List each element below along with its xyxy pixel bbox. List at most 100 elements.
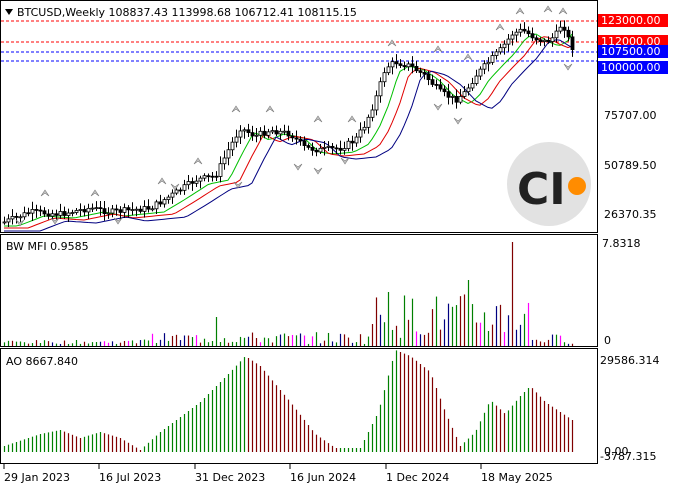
candle-body <box>162 199 167 205</box>
fractal-up-marker <box>463 53 473 61</box>
level-tag-text: 112000.00 <box>601 35 661 48</box>
price-panel-frame <box>0 0 598 233</box>
candle-body <box>142 206 147 212</box>
candle-body <box>290 135 295 139</box>
level-tag-text: 107500.00 <box>601 45 661 58</box>
fractal-down-marker <box>433 103 443 111</box>
price-axis-label: 26370.35 <box>604 208 657 221</box>
fractal-up-marker <box>231 105 241 113</box>
candle-body <box>50 213 55 217</box>
candle-body <box>158 201 163 205</box>
time-label: 18 May 2025 <box>481 471 553 484</box>
candle-body <box>442 88 447 93</box>
candle-body <box>566 29 571 38</box>
fractal-down-marker <box>50 217 60 225</box>
candle-body <box>478 68 483 77</box>
fractal-up-marker <box>40 189 50 197</box>
candle-body <box>226 149 231 159</box>
candle-body <box>22 212 27 218</box>
mfi-panel-frame <box>0 234 598 347</box>
price-candles <box>2 20 575 227</box>
candle-body <box>54 213 59 216</box>
candle-body <box>74 210 79 213</box>
candle-body <box>438 84 443 90</box>
candle-body <box>326 145 331 148</box>
candle-body <box>510 34 515 40</box>
candle-body <box>250 132 255 137</box>
mfi-title: BW MFI 0.9585 <box>6 240 89 253</box>
candle-body <box>546 39 551 42</box>
candle-body <box>502 43 507 49</box>
candle-body <box>126 207 131 211</box>
candle-body <box>506 38 511 45</box>
fractal-up-marker <box>265 105 275 113</box>
candle-body <box>14 215 19 218</box>
candle-body <box>358 129 363 138</box>
time-label: 1 Dec 2024 <box>386 471 449 484</box>
fractal-down-marker <box>563 63 573 71</box>
candle-body <box>174 189 179 194</box>
candle-body <box>362 126 367 131</box>
time-label: 29 Jan 2023 <box>4 471 70 484</box>
candle-body <box>554 30 559 39</box>
candle-body <box>90 207 95 210</box>
candle-body <box>298 138 303 142</box>
candle-body <box>314 149 319 153</box>
candle-body <box>38 209 43 212</box>
candle-body <box>110 208 115 214</box>
candle-body <box>482 63 487 70</box>
candle-body <box>550 37 555 42</box>
candle-body <box>78 209 83 211</box>
candle-body <box>462 91 467 97</box>
fractal-up-marker <box>558 7 568 15</box>
logo-text: CI <box>517 164 566 215</box>
candle-body <box>102 208 107 215</box>
ci-logo: CI <box>507 142 591 226</box>
candle-body <box>214 175 219 178</box>
level-tag-text: 123000.00 <box>601 14 661 27</box>
candle-body <box>446 91 451 98</box>
candle-body <box>18 216 23 219</box>
fractal-up-marker <box>543 5 553 13</box>
candle-body <box>378 81 383 97</box>
ao-panel-frame <box>0 348 598 464</box>
level-tag-text: 100000.00 <box>601 61 661 74</box>
candle-body <box>538 39 543 42</box>
level-tag-112000[interactable]: 112000.00 <box>598 35 668 48</box>
dropdown-triangle-icon[interactable] <box>5 9 13 15</box>
candle-body <box>454 96 459 103</box>
logo-dot <box>568 177 586 195</box>
candle-body <box>2 221 7 224</box>
fractal-up-marker <box>433 45 443 53</box>
candle-body <box>382 72 387 83</box>
level-tag-107500[interactable]: 107500.00 <box>598 45 668 58</box>
level-tag-123000[interactable]: 123000.00 <box>598 14 668 27</box>
candle-body <box>398 63 403 66</box>
candle-body <box>458 96 463 103</box>
fractal-down-marker <box>293 163 303 171</box>
mfi-axis-top: 7.8318 <box>602 237 641 250</box>
candle-body <box>122 207 127 213</box>
fractal-down-marker <box>113 217 123 225</box>
candle-body <box>434 84 439 86</box>
level-tag-100000[interactable]: 100000.00 <box>598 61 668 74</box>
candle-body <box>118 209 123 213</box>
candle-body <box>414 66 419 72</box>
candle-body <box>306 145 311 148</box>
ao-axis-zero: 0.00 <box>604 445 629 458</box>
time-axis: 29 Jan 2023 16 Jul 2023 31 Dec 2023 16 J… <box>3 464 553 484</box>
candle-body <box>518 28 523 33</box>
fractal-up-marker <box>313 115 323 123</box>
candle-body <box>34 209 39 211</box>
fractal-up-marker <box>193 157 203 165</box>
time-label: 31 Dec 2023 <box>195 471 265 484</box>
logo-circle <box>507 142 591 226</box>
candle-body <box>154 201 159 210</box>
candle-body <box>202 175 207 179</box>
candle-body <box>470 83 475 89</box>
candle-body <box>238 130 243 138</box>
candle-body <box>302 140 307 146</box>
candle-body <box>374 95 379 111</box>
